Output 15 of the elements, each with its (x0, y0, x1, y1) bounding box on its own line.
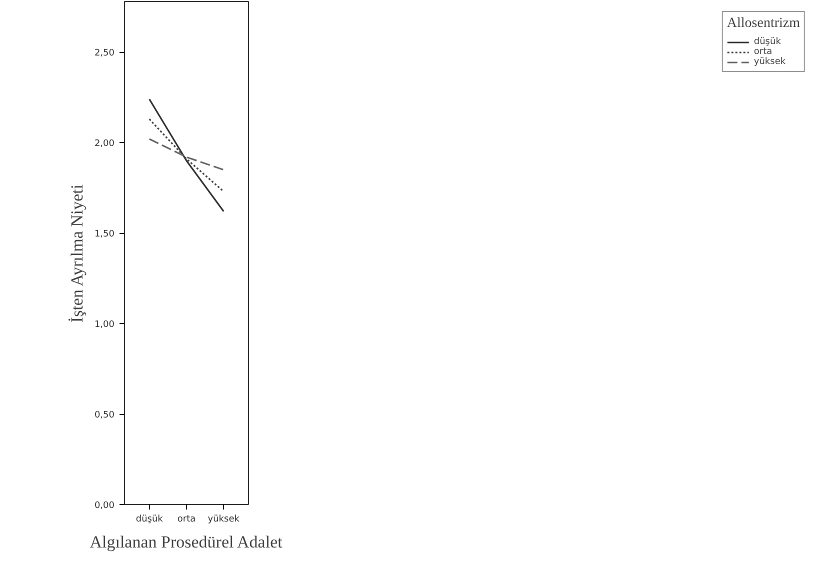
legend-title: Allosentrizm (726, 16, 800, 32)
legend-label: düşük (754, 37, 781, 47)
y-tick-label: 0,50 (94, 410, 115, 421)
x-tick-label: orta (177, 514, 196, 524)
legend-label: yüksek (754, 57, 786, 67)
y-tick-label: 2,00 (94, 139, 115, 150)
y-tick-label: 2,50 (94, 48, 115, 59)
y-tick-label: 1,50 (94, 230, 115, 240)
x-tick-label: düşük (136, 514, 164, 524)
y-tick-label: 0,00 (94, 501, 115, 511)
y-axis-title: İşten Ayrılma Niyeti (67, 184, 86, 323)
x-tick-label: yüksek (208, 514, 240, 524)
x-axis-title: Algılanan Prosedürel Adalet (90, 532, 283, 552)
legend-label: orta (754, 47, 774, 57)
y-tick-label: 1,00 (94, 320, 115, 330)
